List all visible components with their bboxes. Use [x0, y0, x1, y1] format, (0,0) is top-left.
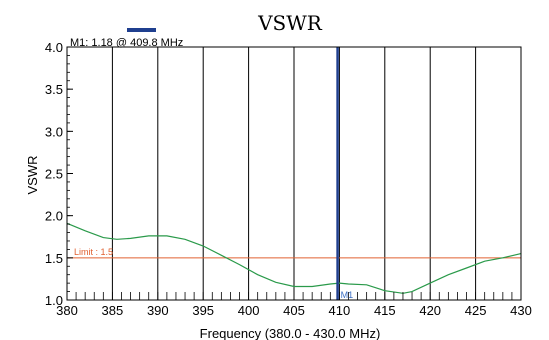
y-tick-label: 3.5 [45, 82, 63, 97]
minor-ticks [66, 46, 522, 301]
x-tick-label: 410 [329, 303, 351, 318]
x-tick-label: 390 [147, 303, 169, 318]
x-tick-label: 430 [510, 303, 532, 318]
x-tick-label: 400 [238, 303, 260, 318]
y-tick-label: 2.0 [45, 209, 63, 224]
x-tick-label: 380 [56, 303, 78, 318]
grid-lines [66, 47, 522, 300]
y-tick-label: 4.0 [45, 40, 63, 55]
legend-swatch [127, 28, 156, 32]
marker-label: M1 [341, 290, 354, 300]
y-tick-label: 1.5 [45, 251, 63, 266]
series-group [66, 222, 522, 294]
x-tick-label: 420 [419, 303, 441, 318]
x-tick-label: 395 [192, 303, 214, 318]
x-axis-label: Frequency (380.0 - 430.0 MHz) [200, 326, 381, 340]
x-tick-label: 415 [374, 303, 396, 318]
limit-label: Limit : 1.5 [74, 247, 113, 257]
x-tick-label: 425 [465, 303, 487, 318]
marker-readout: M1: 1.18 @ 409.8 MHz [70, 37, 183, 49]
x-tick-labels: 380 385 390 395 400 405 410 415 420 425 430 [56, 303, 532, 318]
series-line-vswr [66, 222, 522, 294]
y-tick-label: 3.0 [45, 124, 63, 139]
y-tick-label: 2.5 [45, 167, 63, 182]
y-tick-label: 1.0 [45, 293, 63, 308]
x-tick-label: 405 [283, 303, 305, 318]
y-axis-label: VSWR [25, 156, 40, 195]
y-tick-labels: 1.0 1.5 2.0 2.5 3.0 3.5 4.0 [45, 40, 63, 308]
x-tick-label: 385 [102, 303, 124, 318]
chart-title: VSWR [257, 11, 323, 35]
